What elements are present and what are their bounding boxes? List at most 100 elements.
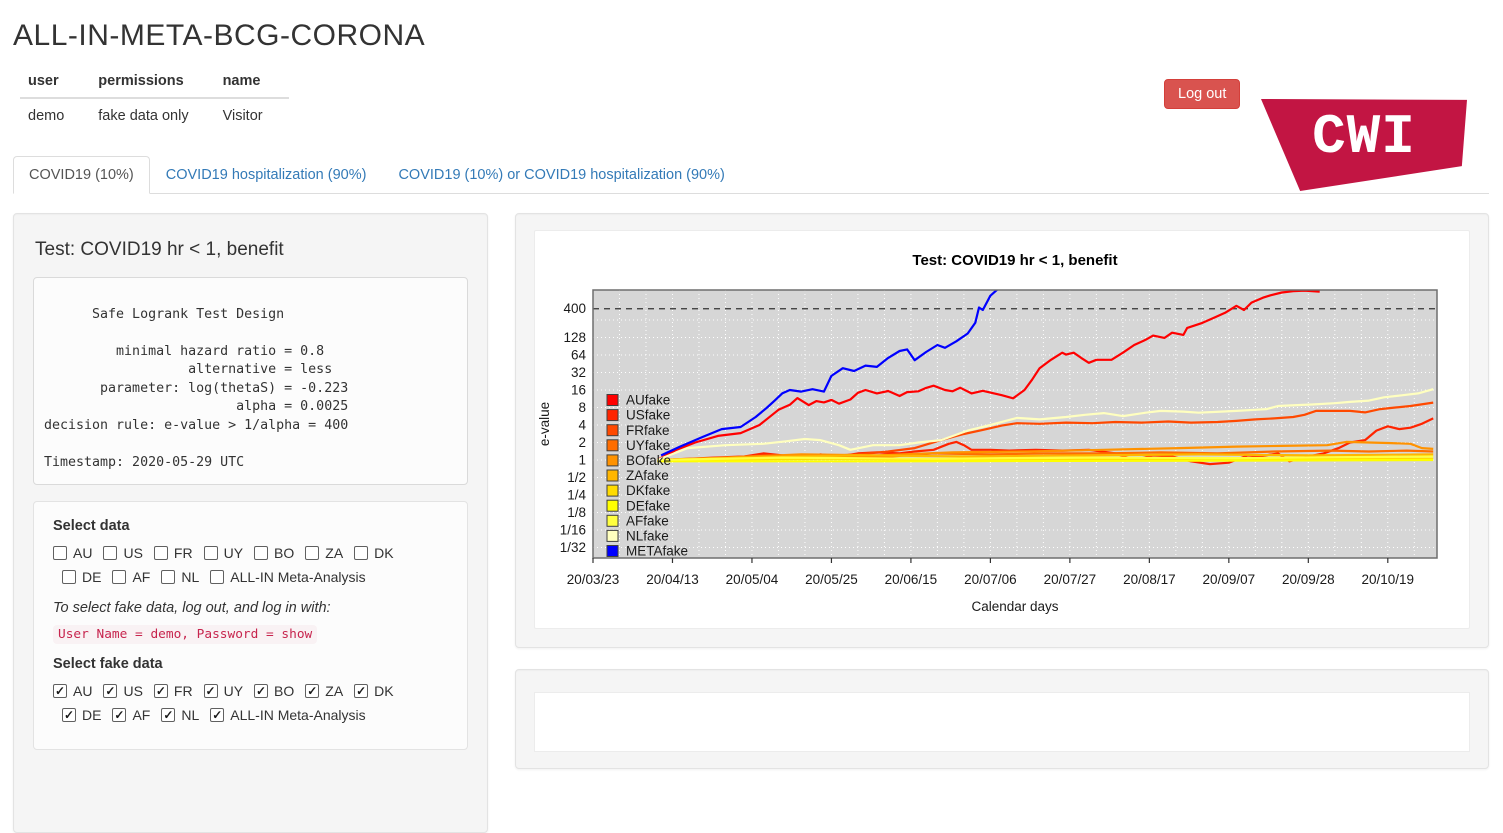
checkbox-label: ZA [325, 545, 344, 561]
legend-label-defake: DEfake [626, 498, 670, 513]
checkbox-checked-icon[interactable]: ✓ [210, 708, 225, 722]
x-tick-label: 20/05/25 [805, 572, 858, 587]
checkbox-unchecked-icon[interactable] [62, 570, 76, 584]
checkbox-af[interactable]: ✓ AF [112, 707, 150, 723]
series-line-aufake [656, 290, 1320, 461]
user-info-table: user permissions name demo fake data onl… [20, 65, 289, 132]
checkbox-fr[interactable]: FR [153, 545, 193, 561]
checkbox-checked-icon[interactable]: ✓ [112, 708, 127, 722]
checkbox-label: ALL-IN Meta-Analysis [230, 569, 366, 585]
main-content: Test: COVID19 hr < 1, benefit Safe Logra… [13, 213, 1489, 833]
checkbox-row: ✓ DE ✓ AF ✓ NL ✓ ALL-IN Meta-Analysis [62, 707, 448, 723]
tab-covid19-10-or-hospitalization-90[interactable]: COVID19 (10%) or COVID19 hospitalization… [398, 167, 725, 183]
y-tick-label: 16 [571, 383, 586, 398]
checkbox-checked-icon[interactable]: ✓ [254, 684, 269, 698]
legend-swatch-uyfake [606, 439, 619, 452]
tab-covid19-hospitalization-90[interactable]: COVID19 hospitalization (90%) [165, 167, 367, 183]
page: ALL-IN-META-BCG-CORONA user permissions … [0, 19, 1503, 833]
checkbox-de[interactable]: DE [62, 569, 101, 585]
checkbox-label: FR [173, 545, 193, 561]
checkbox-label: FR [173, 683, 193, 699]
x-tick-label: 20/03/23 [567, 572, 620, 587]
checkbox-unchecked-icon[interactable] [153, 546, 168, 560]
checkbox-unchecked-icon[interactable] [254, 546, 269, 560]
checkbox-au[interactable]: AU [53, 545, 92, 561]
checkbox-checked-icon[interactable]: ✓ [161, 708, 176, 722]
checkbox-us[interactable]: ✓ US [103, 683, 143, 699]
checkbox-label: AF [132, 569, 151, 585]
checkbox-nl[interactable]: NL [161, 569, 199, 585]
checkbox-unchecked-icon[interactable] [210, 570, 225, 584]
chart-title: Test: COVID19 hr < 1, benefit [912, 252, 1117, 269]
tab-covid19-10[interactable]: COVID19 (10%) [13, 156, 150, 194]
x-tick-label: 20/07/27 [1044, 572, 1097, 587]
fake-data-credentials: User Name = demo, Password = show [53, 625, 318, 644]
checkbox-checked-icon[interactable]: ✓ [103, 684, 118, 698]
permissions-value: fake data only [98, 108, 189, 124]
x-tick-label: 20/05/04 [726, 572, 779, 587]
checkbox-label: DK [374, 545, 394, 561]
series-line-metafake [660, 290, 999, 457]
legend-label-metafake: METAfake [626, 544, 688, 559]
x-tick-label: 20/09/07 [1203, 572, 1256, 587]
checkbox-checked-icon[interactable]: ✓ [203, 684, 218, 698]
x-tick-label: 20/10/19 [1362, 572, 1415, 587]
checkbox-label: US [123, 683, 143, 699]
checkbox-checked-icon[interactable]: ✓ [53, 684, 67, 698]
legend-label-nlfake: NLfake [626, 529, 669, 544]
series-line-frfake [657, 401, 1434, 462]
checkbox-za[interactable]: ZA [305, 545, 343, 561]
x-tick-label: 20/06/15 [885, 572, 938, 587]
checkbox-au[interactable]: ✓ AU [53, 683, 92, 699]
legend-swatch-dkfake [606, 484, 619, 497]
select-fake-data-label: Select fake data [53, 656, 163, 672]
legend-label-bofake: BOfake [626, 453, 671, 468]
checkbox-checked-icon[interactable]: ✓ [305, 684, 320, 698]
checkbox-checked-icon[interactable]: ✓ [62, 708, 76, 722]
checkbox-all-in-meta-analysis[interactable]: ✓ ALL-IN Meta-Analysis [210, 707, 366, 723]
checkbox-all-in-meta-analysis[interactable]: ALL-IN Meta-Analysis [210, 569, 366, 585]
checkbox-uy[interactable]: UY [203, 545, 243, 561]
checkbox-checked-icon[interactable]: ✓ [153, 684, 168, 698]
checkbox-label: DE [82, 707, 102, 723]
select-fake-data-checkbox-group: ✓ AU ✓ US ✓ FR ✓ UY ✓ BO ✓ ZA ✓ DK ✓ DE ✓ AF ✓ NL ✓ ALL-IN Me… [53, 683, 448, 723]
checkbox-unchecked-icon[interactable] [103, 546, 118, 560]
data-selection-panel: Select data AU US FR UY BO ZA DK DE AF NL ALL-IN M… [33, 501, 468, 750]
checkbox-unchecked-icon[interactable] [161, 570, 176, 584]
checkbox-unchecked-icon[interactable] [53, 546, 67, 560]
checkbox-de[interactable]: ✓ DE [62, 707, 101, 723]
checkbox-dk[interactable]: ✓ DK [354, 683, 394, 699]
checkbox-dk[interactable]: DK [354, 545, 394, 561]
user-table-header-name: name [214, 65, 289, 99]
logout-button[interactable]: Log out [1164, 79, 1241, 109]
page-title: ALL-IN-META-BCG-CORONA [13, 19, 426, 52]
checkbox-unchecked-icon[interactable] [203, 546, 218, 560]
checkbox-nl[interactable]: ✓ NL [161, 707, 199, 723]
checkbox-af[interactable]: AF [112, 569, 150, 585]
checkbox-unchecked-icon[interactable] [305, 546, 320, 560]
checkbox-label: DK [374, 683, 394, 699]
checkbox-label: BO [274, 683, 295, 699]
legend-label-zafake: ZAfake [626, 468, 669, 483]
second-chart-box [534, 692, 1470, 752]
user-table-header-user: user [20, 65, 91, 99]
tab-bar: COVID19 (10%) COVID19 hospitalization (9… [13, 156, 1489, 194]
test-title: Test: COVID19 hr < 1, benefit [35, 239, 284, 260]
checkbox-bo[interactable]: ✓ BO [254, 683, 294, 699]
checkbox-fr[interactable]: ✓ FR [153, 683, 193, 699]
checkbox-uy[interactable]: ✓ UY [203, 683, 243, 699]
checkbox-label: BO [274, 545, 295, 561]
logrank-design-output: Safe Logrank Test Design minimal hazard … [33, 277, 468, 485]
checkbox-unchecked-icon[interactable] [354, 546, 369, 560]
select-data-checkbox-group: AU US FR UY BO ZA DK DE AF NL ALL-IN Meta-Analysis [53, 545, 448, 585]
checkbox-label: ALL-IN Meta-Analysis [230, 707, 366, 723]
x-tick-label: 20/04/13 [646, 572, 699, 587]
checkbox-za[interactable]: ✓ ZA [305, 683, 343, 699]
y-tick-label: 32 [571, 365, 586, 380]
y-tick-label: 128 [563, 330, 586, 345]
checkbox-unchecked-icon[interactable] [112, 570, 127, 584]
checkbox-us[interactable]: US [103, 545, 143, 561]
chart-series [656, 290, 1434, 466]
checkbox-checked-icon[interactable]: ✓ [354, 684, 369, 698]
checkbox-bo[interactable]: BO [254, 545, 294, 561]
